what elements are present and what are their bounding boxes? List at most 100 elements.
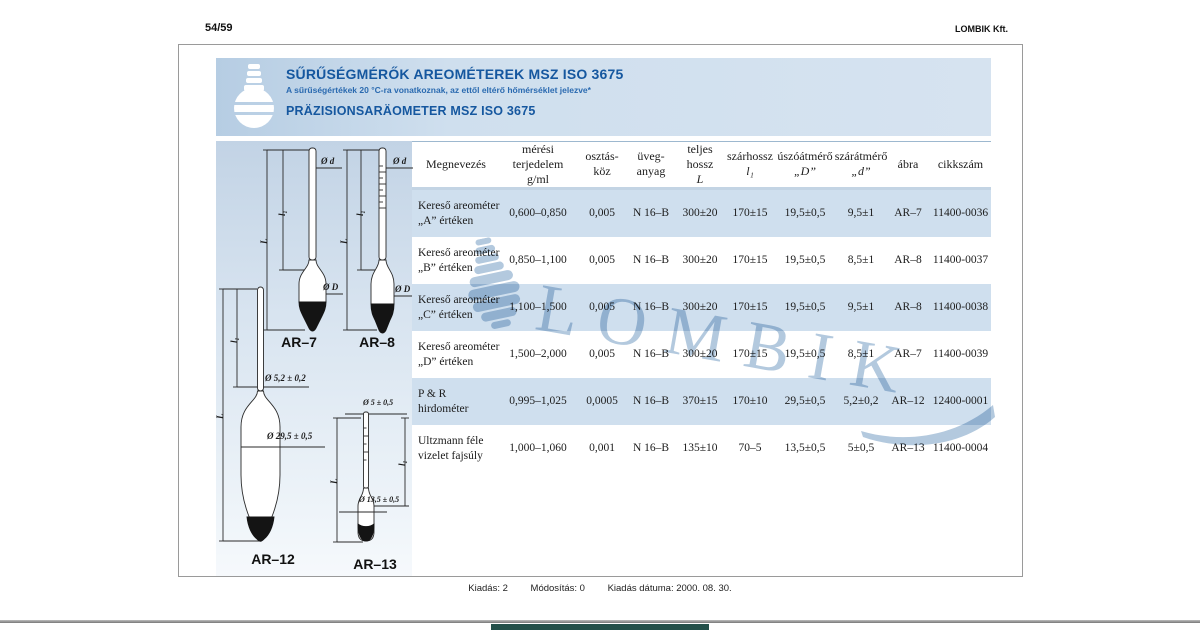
table-column-header: Megnevezés	[426, 156, 486, 171]
table-column-header: ábra	[897, 156, 919, 171]
dim-bulb-diameter: Ø 29,5 ± 0,5	[267, 431, 313, 441]
dim-stem-length: l₁	[229, 337, 239, 343]
table-cell: AR–8	[894, 301, 922, 314]
title-note: A sűrűségértékek 20 °C-ra vonatkoznak, a…	[286, 85, 591, 95]
table-cell: 300±20	[682, 348, 718, 361]
table-cell: AR–7	[894, 207, 922, 220]
dim-stem-diameter: Ø d	[393, 156, 407, 166]
table-cell: 370±15	[682, 395, 718, 408]
table-cell: N 16–B	[632, 348, 670, 361]
dim-bulb-diameter: Ø D	[395, 284, 411, 294]
figure-label: AR–8	[359, 334, 395, 350]
dim-stem-diameter: Ø 5 ± 0,5	[363, 398, 394, 407]
table-column-header: cikkszám	[937, 156, 984, 171]
table-cell: 11400-0004	[932, 442, 989, 455]
table-cell: 0,005	[589, 348, 615, 361]
page-number: 54/59	[205, 22, 233, 34]
table-cell: 0,850–1,100	[509, 254, 567, 267]
table-cell: 5±0,5	[847, 442, 875, 455]
table-cell: 0,005	[589, 254, 615, 267]
table-cell: 8,5±1	[847, 254, 875, 267]
table-cell: 19,5±0,5	[784, 301, 826, 314]
table-cell: N 16–B	[632, 207, 670, 220]
table-cell: 170±15	[732, 348, 768, 361]
table-cell: 1,000–1,060	[509, 442, 567, 455]
table-cell: 0,005	[589, 207, 615, 220]
header-band: SŰRŰSÉGMÉRŐK AREOMÉTEREK MSZ ISO 3675 A …	[216, 58, 991, 136]
table-cell: 170±15	[732, 301, 768, 314]
table-column-header: teljes hossz L	[686, 141, 714, 186]
table-cell: 0,0005	[586, 395, 618, 408]
figure-label: AR–12	[251, 551, 295, 567]
footer-line: Kiadás: 2 Módosítás: 0 Kiadás dátuma: 20…	[0, 583, 1200, 594]
product-name-cell: Kereső areométer „D” értéken	[418, 340, 500, 368]
figure-panel: L l₁ Ø d Ø D AR–7	[215, 141, 415, 576]
table-cell: N 16–B	[632, 301, 670, 314]
title-german: PRÄZISIONSARÄOMETER MSZ ISO 3675	[286, 104, 536, 118]
table-cell: 300±20	[682, 207, 718, 220]
dim-bulb-diameter: Ø 13,5 ± 0,5	[359, 495, 400, 504]
table-body: Kereső areométer „A” értéken 0,600–0,850 0…	[412, 190, 991, 472]
dim-total-length: L	[339, 238, 349, 245]
table-cell: 29,5±0,5	[784, 395, 826, 408]
table-cell: N 16–B	[632, 395, 670, 408]
bottom-rule	[0, 620, 1200, 623]
header-text: SŰRŰSÉGMÉRŐK AREOMÉTEREK MSZ ISO 3675 A …	[286, 66, 976, 118]
table-cell: N 16–B	[632, 442, 670, 455]
bottom-green-bar	[491, 624, 709, 630]
dim-total-length: L	[215, 413, 225, 420]
footer-modification: Módosítás: 0	[530, 583, 585, 594]
table-row: Kereső areométer „A” értéken 0,600–0,850 0…	[412, 190, 991, 237]
dim-stem-length: l₁	[397, 460, 407, 466]
product-name-cell: P & R hirdométer	[418, 387, 469, 415]
figure-label: AR–13	[353, 556, 397, 572]
table-cell: AR–8	[894, 254, 922, 267]
flask-icon	[224, 61, 286, 133]
table-row: Kereső areométer „C” értéken 1,100–1,500 0…	[412, 284, 991, 331]
table-cell: 1,100–1,500	[509, 301, 567, 314]
table-cell: 12400-0001	[932, 395, 989, 408]
table-cell: 19,5±0,5	[784, 207, 826, 220]
table-cell: 0,600–0,850	[509, 207, 567, 220]
table-cell: 13,5±0,5	[784, 442, 826, 455]
table-column-header: úszóátmérő „D”	[777, 149, 833, 178]
dim-total-length: L	[259, 238, 269, 245]
title-hungarian: SŰRŰSÉGMÉRŐK AREOMÉTEREK MSZ ISO 3675	[286, 66, 624, 82]
figure-ar8: L l₁ Ø d Ø D AR–8	[337, 144, 417, 350]
table-cell: 70–5	[738, 442, 762, 455]
table-cell: AR–12	[891, 395, 925, 408]
table-cell: 0,995–1,025	[509, 395, 567, 408]
table-cell: AR–7	[894, 348, 922, 361]
table-cell: 11400-0036	[932, 207, 989, 220]
table-column-header: mérési terjedelem g/ml	[512, 141, 564, 186]
table-header-row: Megnevezés mérési terjedelem g/ml osztás-kö…	[412, 141, 991, 190]
table-cell: 300±20	[682, 301, 718, 314]
table-row: Ultzmann féle vizelet fajsúly 1,000–1,060…	[412, 425, 991, 472]
table-cell: 135±10	[682, 442, 718, 455]
table-cell: 11400-0039	[932, 348, 989, 361]
table-column-header: szárátmérő „d”	[834, 149, 888, 178]
table-cell: 300±20	[682, 254, 718, 267]
product-name-cell: Kereső areométer „C” értéken	[418, 293, 500, 321]
table-cell: 8,5±1	[847, 348, 875, 361]
page-frame: SŰRŰSÉGMÉRŐK AREOMÉTEREK MSZ ISO 3675 A …	[178, 44, 1023, 577]
spec-table: Megnevezés mérési terjedelem g/ml osztás-kö…	[412, 141, 991, 472]
table-cell: 170±10	[732, 395, 768, 408]
product-name-cell: Kereső areométer „A” értéken	[418, 199, 500, 227]
figure-ar13: Ø 5 ± 0,5 L l₁ Ø 13,5 ± 0,5 AR–13	[329, 394, 421, 574]
table-column-header: üveg-anyag	[636, 149, 666, 178]
table-row: P & R hirdométer 0,995–1,025 0,0005 N 16–B 3…	[412, 378, 991, 425]
table-cell: 9,5±1	[847, 207, 875, 220]
table-cell: 9,5±1	[847, 301, 875, 314]
dim-bulb-diameter: Ø D	[323, 282, 339, 292]
table-cell: 170±15	[732, 207, 768, 220]
dim-stem-length: l₁	[277, 210, 287, 216]
table-column-header: osztás-köz	[585, 149, 619, 178]
product-name-cell: Ultzmann féle vizelet fajsúly	[418, 434, 484, 462]
dim-total-length: L	[329, 478, 339, 485]
table-cell: N 16–B	[632, 254, 670, 267]
figure-ar12: L l₁ Ø 5,2 ± 0,2 Ø 29,5 ± 0,5 AR–12	[215, 279, 329, 571]
company-name: LOMBIK Kft.	[955, 24, 1008, 34]
table-row: Kereső areométer „B” értéken 0,850–1,100 0…	[412, 237, 991, 284]
dim-stem-length: l₁	[355, 210, 365, 216]
